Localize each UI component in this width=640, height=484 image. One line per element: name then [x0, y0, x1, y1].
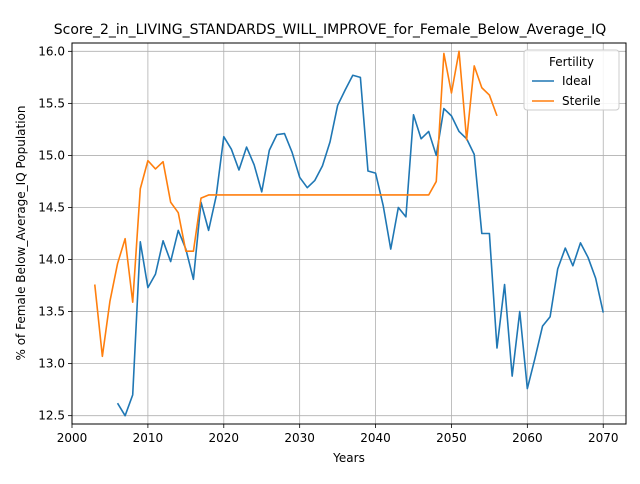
- x-axis-ticks: 2000 2010 2020 2030 2040 2050 2060 2070: [57, 424, 619, 445]
- y-tick-label: 14.5: [38, 200, 65, 214]
- plot-lines: [93, 50, 605, 417]
- legend-label: Sterile: [562, 94, 601, 108]
- y-tick-label: 12.5: [38, 409, 65, 423]
- x-tick-label: 2060: [512, 431, 543, 445]
- x-tick-label: 2070: [588, 431, 619, 445]
- x-tick-label: 2040: [360, 431, 391, 445]
- grid: [71, 43, 626, 424]
- chart-title: Score_2_in_LIVING_STANDARDS_WILL_IMPROVE…: [54, 22, 607, 38]
- y-tick-label: 15.5: [38, 96, 65, 110]
- x-tick-label: 2050: [436, 431, 467, 445]
- y-axis-ticks: 12.5 13.0 13.5 14.0 14.5 15.0 15.5 16.0: [38, 44, 72, 423]
- y-tick-label: 13.5: [38, 305, 65, 319]
- y-tick-label: 13.0: [38, 357, 65, 371]
- legend-label: Ideal: [562, 74, 591, 88]
- plot-frame: [71, 42, 627, 425]
- legend-title: Fertility: [549, 55, 594, 69]
- x-axis-label: Years: [332, 451, 365, 465]
- x-tick-label: 2010: [133, 431, 164, 445]
- y-axis-label: % of Female Below_Average_IQ Population: [14, 105, 28, 360]
- series-line-ideal: [116, 74, 605, 417]
- y-tick-label: 15.0: [38, 148, 65, 162]
- legend-box: [523, 49, 620, 111]
- series-line-sterile: [93, 50, 498, 358]
- y-tick-label: 14.0: [38, 253, 65, 267]
- x-tick-label: 2000: [57, 431, 88, 445]
- legend: Fertility Ideal Sterile: [523, 49, 620, 111]
- x-tick-label: 2020: [209, 431, 240, 445]
- x-tick-label: 2030: [284, 431, 315, 445]
- y-tick-label: 16.0: [38, 44, 65, 58]
